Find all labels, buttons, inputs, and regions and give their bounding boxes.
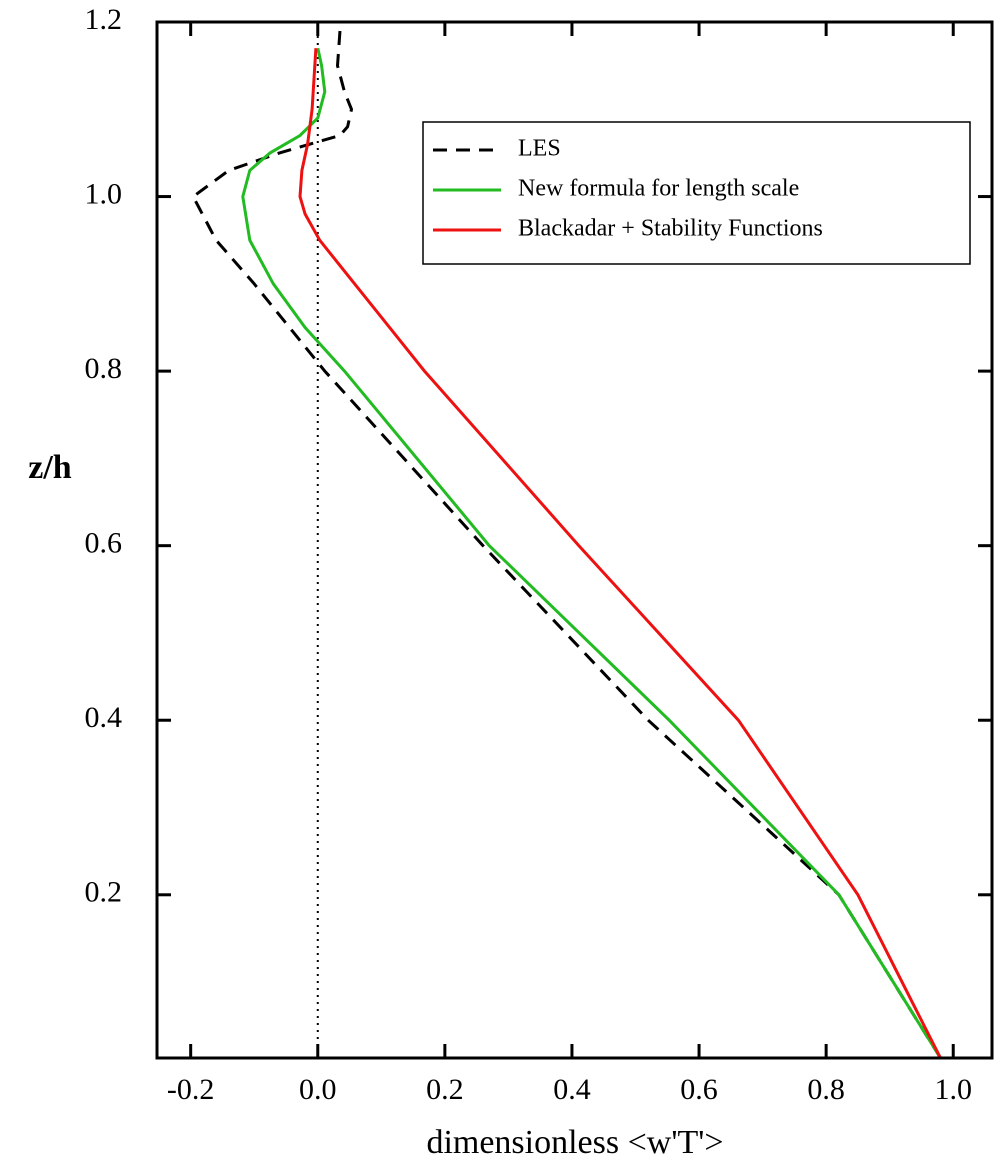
x-tick-label: 0.4 — [553, 1073, 591, 1106]
y-tick-label: 1.0 — [85, 177, 123, 210]
y-tick-label: 0.4 — [85, 701, 123, 734]
series-line — [191, 30, 942, 1059]
series-line — [298, 48, 942, 1059]
x-tick-label: 0.0 — [299, 1073, 337, 1106]
y-tick-label: 0.6 — [85, 527, 123, 560]
series-line — [241, 47, 942, 1059]
legend-box — [422, 121, 971, 265]
y-tick-label: 1.2 — [85, 3, 123, 36]
x-tick-label: 0.6 — [680, 1073, 718, 1106]
y-axis-title: z/h — [28, 449, 72, 486]
y-tick-label: 0.8 — [85, 352, 123, 385]
x-tick-label: -0.2 — [167, 1073, 215, 1106]
legend-label: LES — [518, 136, 561, 162]
x-tick-label: 1.0 — [934, 1073, 972, 1106]
plot-frame — [155, 20, 994, 1060]
y-tick-label: 0.2 — [85, 876, 123, 909]
x-tick-label: 0.2 — [426, 1073, 464, 1106]
x-tick-label: 0.8 — [807, 1073, 845, 1106]
legend-label: New formula for length scale — [518, 176, 799, 202]
legend-label: Blackadar + Stability Functions — [518, 216, 823, 242]
x-axis-title: dimensionless <w'T'> — [426, 1124, 723, 1161]
